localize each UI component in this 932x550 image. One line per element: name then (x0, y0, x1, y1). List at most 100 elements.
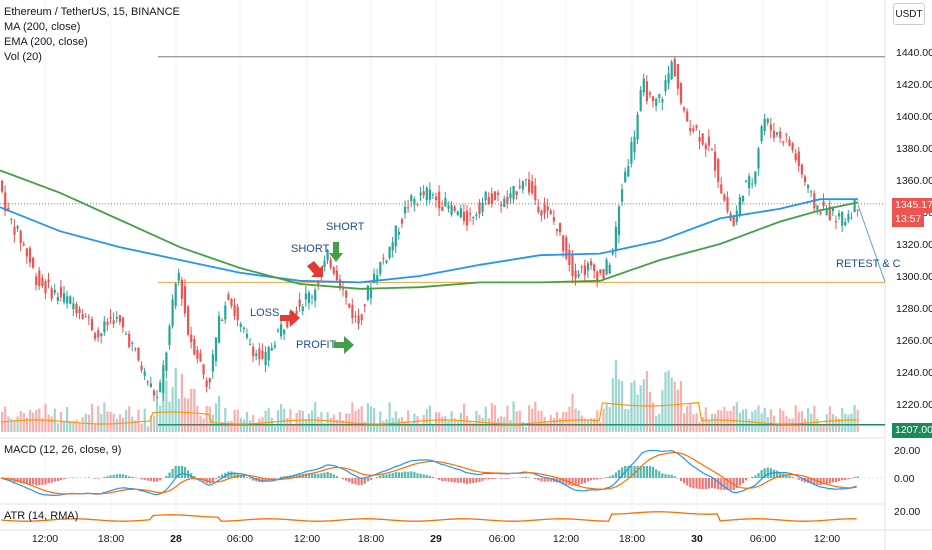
volume-bar (249, 420, 252, 432)
candle-body (559, 223, 562, 233)
legend-macd[interactable]: MACD (12, 26, close, 9) (4, 444, 122, 456)
volume-bar (376, 424, 379, 432)
candle-body (701, 133, 704, 145)
volume-bar (679, 381, 683, 432)
candle-body (617, 206, 621, 236)
macd-histogram-bar (695, 478, 698, 489)
volume-bar (568, 406, 571, 432)
candle-body (803, 176, 807, 183)
macd-histogram-bar (261, 478, 264, 483)
volume-bar (394, 411, 397, 432)
legend-ema[interactable]: EMA (200, close) (4, 36, 88, 48)
volume-bar (304, 419, 307, 432)
volume-bar (673, 381, 676, 432)
volume-bar (419, 423, 422, 432)
legend-atr[interactable]: ATR (14, RMA) (4, 510, 79, 522)
volume-bar (627, 409, 630, 432)
candle-body (146, 381, 149, 383)
candle-body (475, 214, 478, 217)
volume-bar (128, 406, 131, 432)
currency-button[interactable]: USDT (893, 3, 925, 25)
volume-bar (726, 411, 729, 432)
volume-bar (242, 419, 245, 432)
annotation-retest: RETEST & C (836, 258, 901, 270)
volume-bar (469, 420, 472, 432)
candle-body (35, 276, 38, 286)
candle-body (710, 149, 714, 151)
candle-body (369, 288, 373, 299)
candle-body (670, 61, 673, 80)
candle-body (779, 131, 782, 139)
candle-body (441, 206, 444, 211)
candle-body (438, 191, 441, 209)
candle-body (242, 327, 245, 330)
candle-body (233, 304, 236, 317)
volume-bar (803, 418, 807, 432)
volume-bar (599, 422, 602, 432)
time-tick-label: 12:00 (814, 533, 840, 545)
candle-body (59, 286, 63, 297)
legend-ma[interactable]: MA (200, close) (4, 21, 81, 33)
macd-histogram-bar (404, 471, 407, 478)
macd-histogram-bar (810, 478, 813, 484)
volume-bar (174, 367, 177, 432)
macd-histogram-bar (779, 472, 782, 478)
macd-histogram-bar (329, 472, 332, 478)
candle-body (639, 90, 642, 111)
volume-bar (441, 416, 444, 432)
macd-histogram-bar (856, 476, 859, 478)
time-tick-label: 12:00 (553, 533, 579, 545)
volume-bar (834, 416, 838, 432)
volume-bar (357, 409, 360, 432)
volume-bar (13, 419, 16, 432)
macd-histogram-bar (593, 478, 596, 480)
volume-bar (183, 397, 187, 432)
macd-histogram-bar (97, 478, 100, 479)
candle-body (137, 347, 140, 361)
macd-histogram-bar (621, 467, 624, 478)
volume-bar (664, 372, 667, 432)
macd-histogram-bar (326, 471, 329, 478)
candle-body (16, 226, 19, 229)
volume-bar (326, 412, 329, 432)
arrow-short-entry-icon (307, 261, 323, 277)
candle-body (552, 217, 555, 222)
time-axis[interactable]: 12:00 18:00 28 06:00 12:00 18:00 29 06:00 12:00 1… (32, 533, 840, 545)
volume-bar (450, 411, 453, 432)
candle-body (407, 207, 410, 209)
macd-histogram-bar (25, 478, 28, 485)
candle-body (652, 96, 655, 102)
horizontal-levels (0, 56, 885, 426)
candle-body (754, 171, 757, 184)
time-tick-label: 06:00 (750, 533, 776, 545)
moving-averages (0, 169, 859, 290)
macd-histogram-bar (369, 478, 373, 480)
legend-symbol[interactable]: Ethereum / TetherUS, 15, BINANCE (4, 6, 180, 18)
volume-bar (776, 423, 779, 432)
macd-histogram-bar (466, 478, 469, 484)
volume-bar (4, 406, 7, 432)
candle-body (599, 269, 602, 274)
volume-bar (239, 417, 242, 432)
volume-bar (493, 405, 497, 432)
volume-bar (187, 398, 190, 432)
macd-histogram-bar (50, 478, 53, 483)
arrow-short-green-icon (329, 242, 343, 262)
macd-histogram-bar (543, 478, 546, 482)
price-axis[interactable]: 1440.001420.001400.001380.001360.001340.… (894, 47, 932, 518)
candle-body (797, 151, 800, 166)
candle-body (586, 263, 590, 271)
volume-bar (667, 370, 670, 432)
macd-histogram-bar (273, 478, 276, 480)
macd-histogram-bar (661, 473, 664, 478)
candle-body (546, 206, 549, 211)
candle-body (44, 281, 47, 294)
volume-bar (794, 405, 797, 432)
candle-body (416, 203, 419, 205)
candle-body (456, 211, 459, 216)
legend-vol[interactable]: Vol (20) (4, 51, 42, 63)
volume-bar (50, 416, 53, 432)
volume-bar (332, 414, 335, 432)
volume-bar (218, 395, 221, 432)
